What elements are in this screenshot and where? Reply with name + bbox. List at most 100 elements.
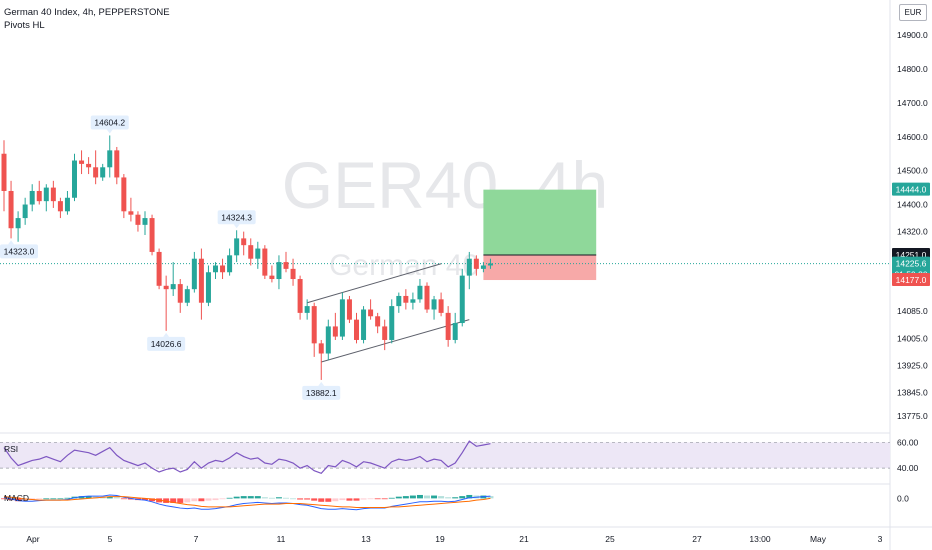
macd-histogram-bar [64, 497, 71, 499]
macd-histogram-bar [290, 498, 297, 500]
macd-histogram-bar [311, 498, 318, 501]
candle-body [177, 284, 183, 303]
time-axis-label: 25 [605, 534, 615, 544]
candle-body [142, 218, 148, 225]
candle-body [410, 299, 416, 303]
macd-histogram-bar [198, 498, 205, 502]
candle-body [248, 245, 254, 259]
channel-upper-line [307, 263, 442, 304]
macd-histogram-bar [106, 496, 113, 499]
macd-histogram-bar [120, 498, 127, 500]
pivot-label-text: 13882.1 [306, 388, 337, 398]
currency-badge[interactable]: EUR [899, 4, 927, 21]
stop-zone [483, 254, 597, 281]
candle-body [50, 187, 56, 202]
macd-histogram-bar [226, 497, 233, 499]
candle-body [128, 211, 134, 215]
candle-body [100, 167, 106, 178]
candle-body [241, 238, 247, 246]
macd-histogram-bar [339, 498, 346, 501]
candle-body [227, 255, 233, 273]
price-tick-label: 14320.0 [897, 227, 928, 237]
candle-body [417, 285, 423, 300]
macd-histogram-bar [205, 498, 212, 501]
macd-line [3, 494, 491, 511]
pivot-label-text: 14026.6 [151, 339, 182, 349]
macd-histogram-bar [304, 498, 311, 500]
rsi-level-label: 60.00 [897, 437, 919, 447]
macd-histogram-bar [388, 497, 395, 499]
macd-histogram-bar [487, 496, 494, 499]
macd-histogram-bar [438, 496, 445, 499]
candle-body [487, 263, 493, 266]
candle-body [290, 268, 296, 280]
macd-histogram-bar [409, 495, 416, 499]
pivot-label-box [147, 336, 186, 351]
price-tick-label: 13775.0 [897, 411, 928, 421]
candle-body [43, 187, 49, 202]
time-axis-label: 13 [361, 534, 371, 544]
macd-histogram-bar [191, 498, 198, 502]
candle-body [79, 160, 85, 164]
candle-body [346, 299, 352, 320]
price-tick-label: 14500.0 [897, 166, 928, 176]
candle-body [64, 197, 70, 212]
candle-body [93, 167, 99, 178]
macd-histogram-bar [149, 498, 156, 502]
candle-body [57, 201, 63, 212]
macd-label: MACD [4, 493, 30, 503]
macd-histogram-bar [416, 494, 423, 499]
pivot-label-box [0, 244, 38, 259]
indicator-name: Pivots HL [4, 20, 45, 31]
stop-price-badge-box [892, 273, 930, 287]
rsi-level-label: 40.00 [897, 463, 919, 473]
price-tick-label: 13845.0 [897, 387, 928, 397]
pivot-label-box [217, 210, 256, 225]
macd-histogram-bar [184, 498, 191, 503]
last-price-text: 14225.6 [896, 259, 927, 269]
macd-histogram-bar [346, 498, 353, 501]
macd-histogram-bar [240, 496, 247, 499]
candle-body [107, 150, 113, 168]
time-axis-label: 21 [519, 534, 529, 544]
candle-body [156, 251, 162, 286]
macd-histogram-bar [402, 496, 409, 499]
candle-body [473, 258, 479, 269]
target-price-badge-text: 14444.0 [896, 185, 927, 195]
candle-body [318, 343, 324, 354]
macd-histogram-bar [15, 498, 22, 502]
macd-histogram-bar [466, 494, 473, 499]
candle-body [332, 326, 338, 337]
candle-body [205, 272, 211, 303]
candle-body [255, 248, 261, 259]
price-tick-label: 14600.0 [897, 132, 928, 142]
macd-histogram-bar [212, 498, 219, 501]
price-tick-label: 14800.0 [897, 64, 928, 74]
target-price-badge-box [892, 182, 930, 196]
candle-body [121, 177, 127, 212]
pivot-label-text: 14323.0 [4, 246, 35, 256]
macd-histogram-bar [36, 498, 43, 500]
macd-histogram-bar [268, 497, 275, 499]
candle-body [466, 258, 472, 276]
candle-body [72, 160, 77, 198]
macd-histogram-bar [142, 498, 148, 501]
pivot-label-pointer [8, 240, 15, 245]
time-axis-label: 19 [435, 534, 445, 544]
candle-body [269, 275, 275, 280]
channel-lower-line [321, 319, 470, 363]
macd-histogram-bar [163, 498, 170, 503]
candle-body [191, 258, 197, 290]
macd-histogram-bar [113, 497, 120, 499]
macd-histogram-bar [254, 496, 261, 499]
macd-histogram-bar [360, 498, 367, 500]
pivot-label-pointer [163, 332, 170, 337]
target-zone [483, 189, 597, 255]
legend: German 40 Index, 4h, PEPPERSTONE Pivots … [4, 6, 170, 32]
stop-price-badge-text: 14177.0 [896, 275, 927, 285]
candle-body [149, 218, 155, 252]
macd-histogram-bar [452, 497, 459, 499]
candle-body [29, 190, 35, 205]
price-tick-label: 13925.0 [897, 360, 928, 370]
